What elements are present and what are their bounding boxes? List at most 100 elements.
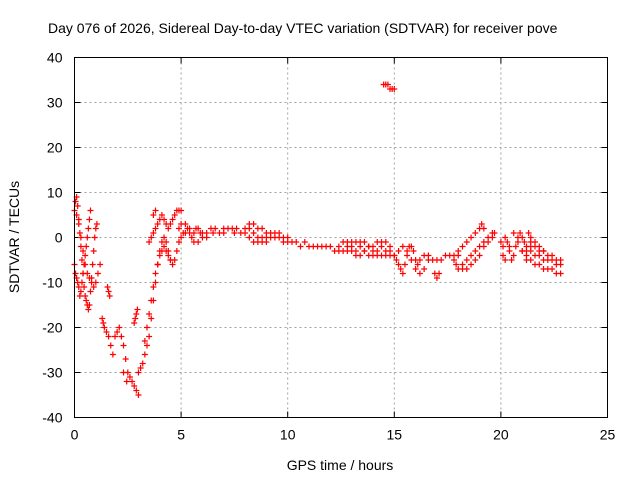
- x-tick-label: 5: [177, 427, 185, 443]
- data-point: [169, 261, 176, 268]
- data-point: [171, 212, 178, 218]
- data-point: [126, 374, 133, 380]
- data-point: [478, 221, 485, 227]
- data-point: [384, 81, 391, 88]
- data-point: [72, 270, 79, 277]
- data-point: [212, 225, 219, 232]
- data-point: [114, 329, 121, 335]
- y-tick-label: 0: [55, 230, 63, 246]
- data-point: [100, 320, 107, 326]
- data-point: [106, 293, 113, 299]
- data-point: [85, 306, 92, 313]
- data-point: [120, 369, 127, 376]
- data-point: [92, 279, 99, 286]
- data-point: [259, 234, 266, 241]
- y-tick-label: -40: [42, 410, 62, 426]
- data-point: [399, 243, 406, 250]
- data-point: [135, 369, 142, 376]
- data-point: [397, 266, 404, 272]
- data-point: [131, 383, 138, 389]
- data-point: [382, 239, 389, 245]
- data-point: [89, 261, 96, 268]
- data-point: [335, 243, 342, 250]
- data-point: [527, 248, 534, 254]
- data-point: [99, 315, 106, 322]
- data-point: [519, 234, 526, 241]
- data-point: [242, 230, 249, 236]
- data-point: [459, 261, 466, 268]
- data-point: [459, 243, 466, 250]
- data-point: [146, 239, 153, 245]
- data-point: [77, 234, 84, 241]
- y-tick-label: 10: [47, 185, 63, 201]
- data-point: [210, 230, 217, 236]
- data-point: [135, 392, 142, 398]
- data-point: [182, 221, 189, 227]
- data-point: [143, 342, 150, 349]
- data-point: [132, 315, 139, 322]
- data-point: [433, 275, 440, 281]
- data-point: [91, 234, 98, 241]
- data-point: [476, 243, 483, 250]
- data-point: [120, 342, 127, 349]
- data-point: [129, 378, 136, 385]
- data-point: [186, 225, 193, 232]
- data-point: [86, 275, 93, 281]
- data-point: [195, 225, 202, 232]
- data-point: [167, 257, 174, 263]
- data-point: [161, 243, 168, 250]
- data-point: [203, 234, 210, 241]
- data-point: [87, 288, 94, 295]
- data-point: [158, 212, 165, 218]
- data-point: [250, 221, 257, 227]
- data-point: [77, 288, 84, 295]
- data-point: [188, 234, 195, 241]
- data-point: [107, 342, 114, 349]
- data-point: [85, 225, 92, 232]
- data-point: [410, 248, 417, 254]
- data-point: [148, 315, 155, 322]
- x-tick-label: 15: [387, 427, 403, 443]
- data-point: [220, 230, 227, 236]
- data-point: [510, 252, 517, 259]
- data-point: [90, 284, 97, 290]
- data-point: [82, 252, 89, 259]
- data-point: [549, 266, 556, 272]
- data-point: [327, 243, 334, 250]
- data-point: [175, 225, 182, 232]
- data-point: [105, 333, 112, 340]
- data-point: [105, 288, 112, 295]
- data-point: [109, 351, 116, 358]
- data-point: [104, 284, 111, 290]
- data-point: [93, 221, 100, 227]
- data-point: [78, 257, 85, 263]
- data-point: [76, 293, 83, 299]
- data-point: [472, 230, 479, 236]
- data-point: [357, 252, 364, 259]
- y-tick-label: -10: [42, 275, 62, 291]
- data-point: [502, 234, 509, 241]
- data-point: [122, 356, 129, 362]
- data-point: [497, 239, 504, 245]
- data-point: [468, 261, 475, 268]
- data-point: [472, 257, 479, 263]
- data-point: [525, 230, 532, 236]
- data-point: [500, 243, 507, 250]
- data-point: [391, 86, 398, 92]
- data-point: [532, 243, 539, 250]
- data-point: [143, 324, 150, 331]
- data-point: [77, 243, 84, 250]
- data-point: [455, 248, 462, 254]
- data-point: [94, 270, 101, 277]
- data-point: [276, 230, 283, 236]
- data-point: [133, 311, 140, 317]
- data-point: [82, 293, 89, 299]
- data-point: [468, 252, 475, 259]
- data-point: [131, 320, 138, 326]
- data-point: [549, 252, 556, 259]
- data-point: [112, 333, 119, 340]
- data-point: [101, 324, 108, 331]
- data-point: [293, 239, 300, 245]
- data-point: [72, 198, 79, 205]
